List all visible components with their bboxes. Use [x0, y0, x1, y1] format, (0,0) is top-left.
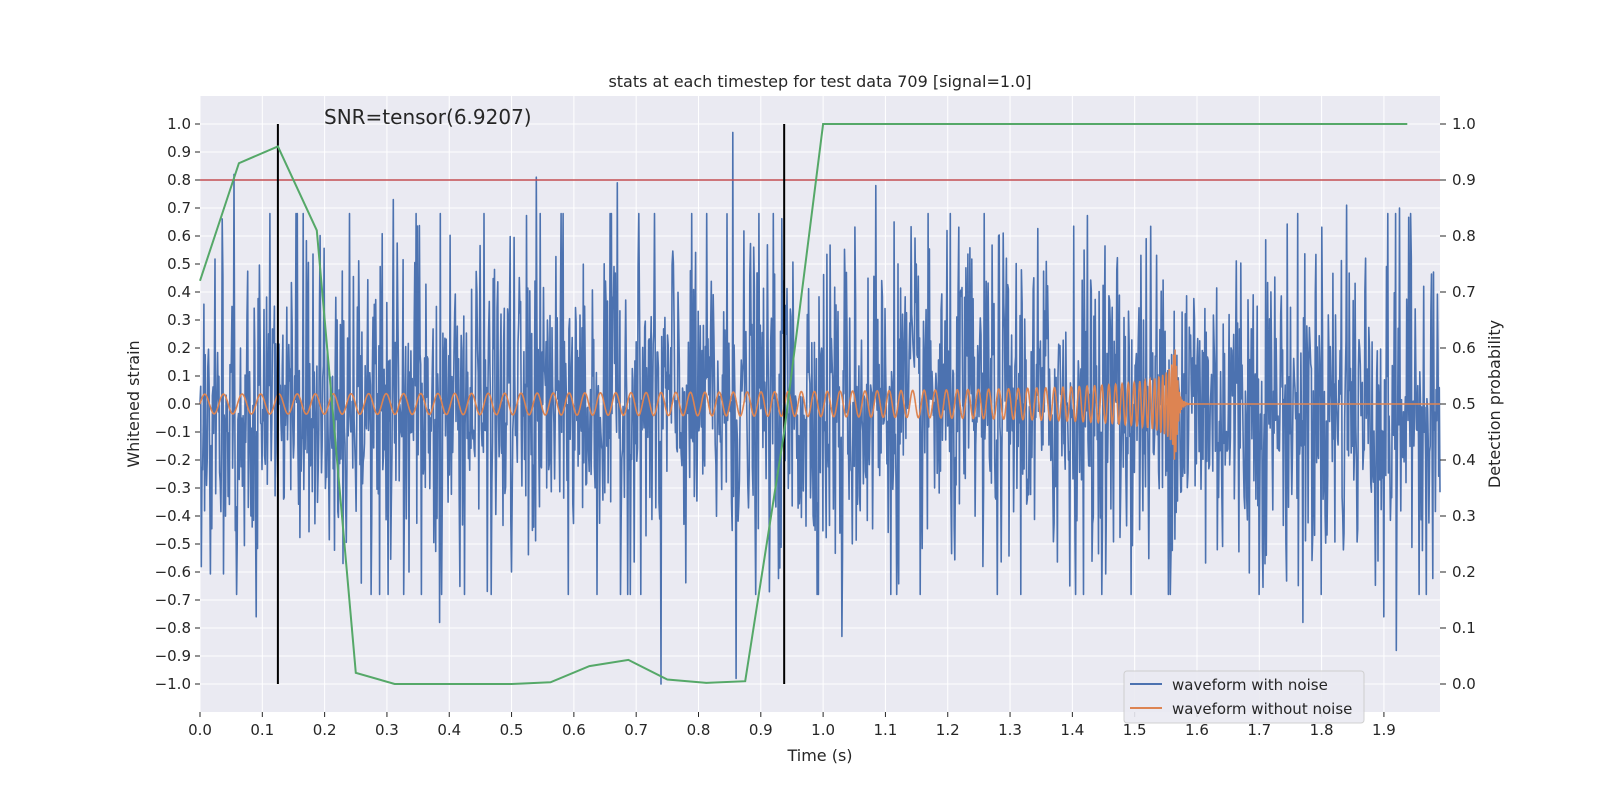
- y-tick-label: −0.7: [155, 591, 191, 609]
- y-tick-label: 1.0: [167, 115, 191, 133]
- y-tick-label: −0.3: [155, 479, 191, 497]
- y-tick-label: −0.4: [155, 507, 191, 525]
- x-tick-label: 0.2: [313, 721, 337, 739]
- y2-tick-label: 0.3: [1452, 507, 1476, 525]
- y-tick-label: 0.0: [167, 395, 191, 413]
- legend-box: [1123, 670, 1365, 724]
- y-tick-label: 0.6: [167, 227, 191, 245]
- y2-tick-label: 0.4: [1452, 451, 1476, 469]
- y-tick-label: −0.6: [155, 563, 191, 581]
- series-lines: [199, 123, 1441, 685]
- y-tick-label: −0.8: [155, 619, 191, 637]
- x-tick-label: 1.7: [1247, 721, 1271, 739]
- y-tick-label: 0.3: [167, 311, 191, 329]
- y-axis-label: Whitened strain: [124, 340, 143, 467]
- y2-tick-label: 0.1: [1452, 619, 1476, 637]
- y-tick-label: 0.4: [167, 283, 191, 301]
- y-tick-label: −1.0: [155, 675, 191, 693]
- x-tick-label: 1.0: [811, 721, 835, 739]
- x-tick-label: 0.1: [250, 721, 274, 739]
- series-line-clean-waveform: [199, 349, 1440, 460]
- y-tick-label: −0.1: [155, 423, 191, 441]
- y-tick-label: −0.2: [155, 451, 191, 469]
- x-axis-label: Time (s): [786, 746, 852, 765]
- x-tick-label: 0.6: [562, 721, 586, 739]
- y-tick-label: −0.5: [155, 535, 191, 553]
- legend-label-noise: waveform with noise: [1172, 676, 1328, 694]
- y2-axis-label: Detection probability: [1485, 320, 1504, 488]
- y2-tick-label: 0.9: [1452, 171, 1476, 189]
- snr-annotation: SNR=tensor(6.9207): [324, 105, 532, 129]
- y-tick-label: 0.2: [167, 339, 191, 357]
- x-tick-label: 0.0: [188, 721, 212, 739]
- x-tick-label: 1.3: [998, 721, 1022, 739]
- series-line-noisy-waveform: [199, 131, 1441, 685]
- y2-axis-ticks: 0.0 0.1 0.2 0.3 0.4 0.5 0.6 0.7 0.8 0.9 1.0: [1440, 115, 1476, 693]
- x-tick-label: 1.8: [1310, 721, 1334, 739]
- y2-tick-label: 0.2: [1452, 563, 1476, 581]
- y2-tick-label: 1.0: [1452, 115, 1476, 133]
- x-tick-label: 1.5: [1123, 721, 1147, 739]
- x-tick-label: 0.4: [437, 721, 461, 739]
- y2-tick-label: 0.6: [1452, 339, 1476, 357]
- y2-tick-label: 0.8: [1452, 227, 1476, 245]
- series-line-detection-probability: [199, 123, 1408, 685]
- y2-tick-label: 0.0: [1452, 675, 1476, 693]
- y2-tick-label: 0.5: [1452, 395, 1476, 413]
- y2-tick-label: 0.7: [1452, 283, 1476, 301]
- x-tick-label: 1.6: [1185, 721, 1209, 739]
- x-tick-label: 1.1: [873, 721, 897, 739]
- x-axis-ticks: 0.0 0.1 0.2 0.3 0.4 0.5 0.6 0.7 0.8 0.9 1.0 1.1 1.2 1…: [188, 712, 1396, 739]
- x-tick-label: 1.4: [1060, 721, 1084, 739]
- x-tick-label: 0.8: [687, 721, 711, 739]
- x-tick-label: 0.5: [500, 721, 524, 739]
- y-tick-label: 0.1: [167, 367, 191, 385]
- y-axis-ticks: −1.0 −0.9 −0.8 −0.7 −0.6 −0.5 −0.4 −0.3 −0.2 −0.1…: [155, 115, 200, 693]
- y-tick-label: 0.5: [167, 255, 191, 273]
- legend: waveform with noise waveform without noi…: [1123, 670, 1365, 724]
- x-tick-label: 0.7: [624, 721, 648, 739]
- y-tick-label: 0.8: [167, 171, 191, 189]
- y-tick-label: 0.9: [167, 143, 191, 161]
- y-tick-label: −0.9: [155, 647, 191, 665]
- x-tick-label: 1.9: [1372, 721, 1396, 739]
- x-tick-label: 1.2: [936, 721, 960, 739]
- y-tick-label: 0.7: [167, 199, 191, 217]
- legend-label-clean: waveform without noise: [1172, 700, 1352, 718]
- x-tick-label: 0.3: [375, 721, 399, 739]
- x-tick-label: 0.9: [749, 721, 773, 739]
- chart-title: stats at each timestep for test data 709…: [608, 72, 1031, 91]
